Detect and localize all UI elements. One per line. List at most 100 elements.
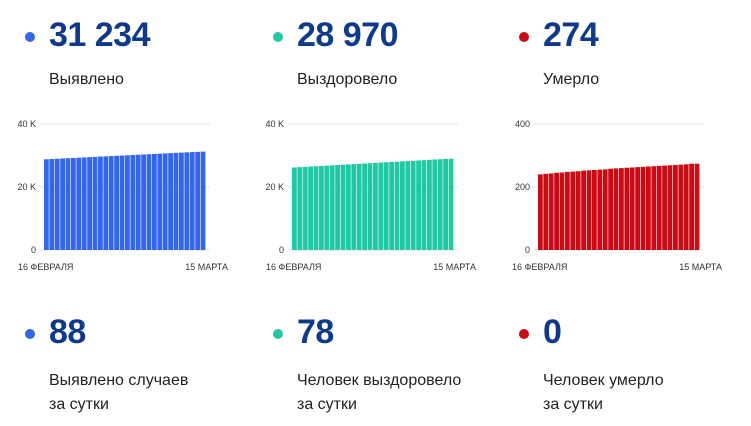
bar — [49, 159, 55, 250]
bar — [394, 161, 400, 250]
bar — [378, 162, 384, 250]
bar — [548, 173, 554, 250]
bar — [421, 160, 427, 250]
bar — [400, 161, 405, 250]
bar — [389, 161, 394, 250]
bar — [559, 172, 565, 250]
bar — [189, 152, 195, 250]
bar — [656, 165, 662, 250]
y-tick-label: 0 — [31, 245, 36, 255]
bar — [443, 158, 448, 250]
bar — [689, 163, 694, 250]
detected-daily-dot — [25, 329, 35, 339]
bar — [141, 154, 146, 250]
died-daily-label-line2: за сутки — [543, 396, 603, 413]
y-tick-label: 200 — [515, 182, 530, 192]
bar — [135, 154, 141, 250]
detected-total: 31 234 — [49, 16, 151, 54]
bar — [71, 157, 76, 250]
bar — [410, 160, 416, 250]
bar — [119, 155, 125, 250]
bar — [538, 174, 543, 250]
bar — [157, 153, 163, 250]
panel-died: 274 Умерло 0 200 400 16 ФЕВРАЛЯ 15 МАРТА 0 Ч… — [494, 0, 734, 426]
bar — [324, 165, 330, 250]
recovered-daily-dot — [273, 329, 283, 339]
bar — [346, 164, 351, 250]
bar — [297, 167, 303, 250]
y-tick-label: 0 — [279, 245, 284, 255]
died-chart: 0 200 400 16 ФЕВРАЛЯ 15 МАРТА — [512, 119, 722, 272]
bar — [624, 167, 630, 250]
bar — [114, 155, 119, 250]
bar — [351, 164, 357, 250]
bar — [581, 170, 586, 250]
bar — [683, 164, 689, 250]
x-start-label: 16 ФЕВРАЛЯ — [266, 262, 321, 272]
recovered-daily: 78 — [297, 313, 334, 351]
bar — [65, 158, 71, 250]
recovered-daily-label-line2: за сутки — [297, 396, 357, 413]
bar — [592, 169, 597, 250]
bar — [340, 164, 346, 250]
x-end-label: 15 МАРТА — [679, 262, 722, 272]
bar — [575, 171, 581, 250]
y-tick-label: 40 K — [17, 119, 36, 129]
detected-dot — [25, 32, 35, 42]
bar — [98, 156, 103, 250]
bar — [651, 166, 657, 250]
bar — [416, 160, 421, 250]
y-tick-label: 40 K — [265, 119, 284, 129]
bar — [405, 161, 411, 250]
detected-total-label: Выявлено — [49, 71, 124, 88]
y-tick-label: 20 K — [17, 182, 36, 192]
recovered-dot — [273, 32, 283, 42]
bar — [427, 159, 432, 250]
bar — [162, 153, 168, 250]
detected-daily: 88 — [49, 313, 86, 351]
bar — [335, 165, 340, 250]
y-tick-label: 400 — [515, 119, 530, 129]
y-tick-label: 20 K — [265, 182, 284, 192]
bar — [383, 162, 389, 250]
bar — [362, 163, 367, 250]
bar — [602, 169, 608, 250]
bar — [92, 156, 98, 250]
recovered-total-label: Выздоровело — [297, 71, 398, 88]
bar — [662, 165, 667, 250]
bar — [432, 159, 438, 250]
bar — [629, 167, 635, 250]
detected-daily-label-line1: Выявлено случаев — [49, 372, 189, 389]
died-daily-dot — [519, 329, 529, 339]
x-start-label: 16 ФЕВРАЛЯ — [512, 262, 567, 272]
bar — [554, 172, 559, 250]
bar — [168, 153, 173, 250]
bar — [87, 157, 92, 250]
recovered-chart: 0 20 K 40 K 16 ФЕВРАЛЯ 15 МАРТА — [265, 119, 476, 272]
bar — [292, 167, 297, 250]
bar — [103, 156, 109, 250]
bar — [152, 153, 157, 250]
bar — [184, 152, 190, 250]
bar — [619, 168, 624, 250]
bar — [60, 158, 65, 250]
bar — [130, 154, 136, 250]
bar — [373, 162, 378, 250]
bar — [76, 157, 82, 250]
bar — [308, 166, 313, 250]
died-daily-label-line1: Человек умерло — [543, 372, 664, 389]
died-total: 274 — [543, 16, 599, 54]
x-end-label: 15 МАРТА — [185, 262, 228, 272]
died-total-label: Умерло — [543, 71, 600, 88]
bar — [543, 173, 549, 250]
bar — [54, 158, 60, 250]
bar — [356, 163, 362, 250]
bar — [673, 164, 678, 250]
bar — [448, 158, 454, 250]
panel-recovered: 28 970 Выздоровело 0 20 K 40 K 16 ФЕВРАЛЯ 15… — [248, 0, 488, 426]
bar — [108, 156, 114, 250]
bar — [586, 170, 592, 250]
bar — [81, 157, 87, 250]
bar — [44, 159, 49, 250]
died-dot — [519, 32, 529, 42]
